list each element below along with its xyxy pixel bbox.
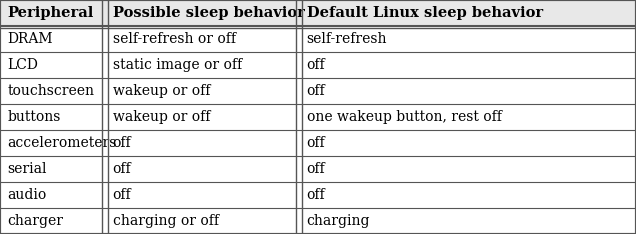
Bar	[0, 26, 105, 52]
Text: charging or off: charging or off	[113, 214, 219, 228]
Bar	[105, 0, 299, 26]
Text: charger: charger	[8, 214, 64, 228]
Text: self-refresh: self-refresh	[307, 32, 387, 46]
Text: off: off	[307, 84, 325, 98]
Text: serial: serial	[8, 162, 47, 176]
Bar	[0, 156, 105, 182]
Bar	[299, 208, 636, 234]
Text: buttons: buttons	[8, 110, 61, 124]
Text: off: off	[307, 136, 325, 150]
Text: Default Linux sleep behavior: Default Linux sleep behavior	[307, 6, 543, 20]
Text: off: off	[307, 58, 325, 72]
Bar	[105, 52, 299, 78]
Bar	[0, 208, 105, 234]
Text: off: off	[307, 162, 325, 176]
Bar	[0, 78, 105, 104]
Text: self-refresh or off: self-refresh or off	[113, 32, 235, 46]
Bar	[105, 156, 299, 182]
Text: static image or off: static image or off	[113, 58, 242, 72]
Bar	[0, 130, 105, 156]
Bar	[0, 104, 105, 130]
Bar	[299, 52, 636, 78]
Text: LCD: LCD	[8, 58, 39, 72]
Bar	[299, 182, 636, 208]
Text: touchscreen: touchscreen	[8, 84, 95, 98]
Text: off: off	[307, 188, 325, 202]
Text: off: off	[113, 136, 131, 150]
Text: charging: charging	[307, 214, 370, 228]
Bar	[105, 26, 299, 52]
Bar	[299, 26, 636, 52]
Bar	[299, 0, 636, 26]
Text: off: off	[113, 188, 131, 202]
Text: wakeup or off: wakeup or off	[113, 110, 210, 124]
Text: off: off	[113, 162, 131, 176]
Bar	[299, 104, 636, 130]
Bar	[0, 0, 105, 26]
Bar	[105, 104, 299, 130]
Bar	[0, 52, 105, 78]
Text: audio: audio	[8, 188, 47, 202]
Bar	[105, 182, 299, 208]
Text: DRAM: DRAM	[8, 32, 53, 46]
Bar	[105, 208, 299, 234]
Text: one wakeup button, rest off: one wakeup button, rest off	[307, 110, 501, 124]
Bar	[299, 130, 636, 156]
Bar	[299, 156, 636, 182]
Bar	[299, 78, 636, 104]
Text: Peripheral: Peripheral	[8, 6, 94, 20]
Bar	[105, 78, 299, 104]
Text: Possible sleep behavior: Possible sleep behavior	[113, 6, 305, 20]
Bar	[0, 182, 105, 208]
Text: wakeup or off: wakeup or off	[113, 84, 210, 98]
Text: accelerometers: accelerometers	[8, 136, 117, 150]
Bar	[105, 130, 299, 156]
